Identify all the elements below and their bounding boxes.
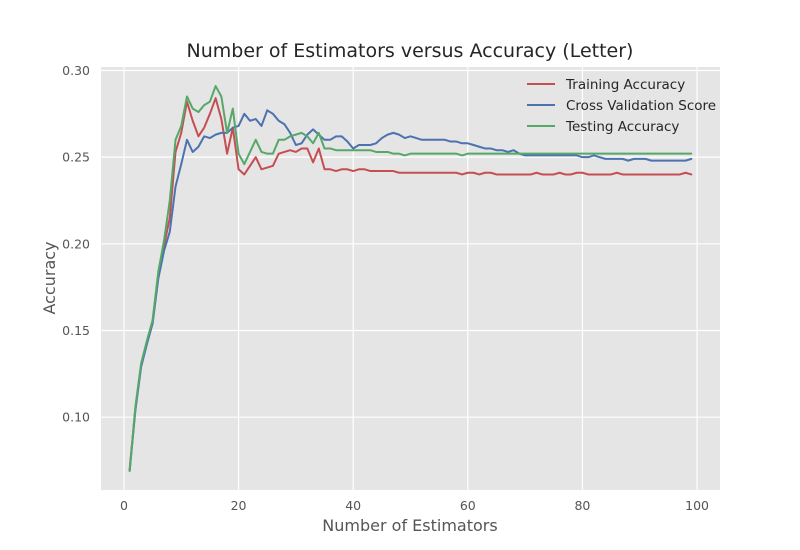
y-tick-label: 0.20 xyxy=(62,236,90,251)
grid-lines xyxy=(101,67,720,490)
x-tick-labels: 0 20 40 60 80 100 xyxy=(120,498,709,513)
legend-label-training: Training Accuracy xyxy=(565,77,685,93)
series-line-training xyxy=(128,97,693,471)
y-tick-labels: 0.10 0.15 0.20 0.25 0.30 xyxy=(62,63,90,425)
x-tick-label: 40 xyxy=(345,498,361,513)
x-tick-label: 20 xyxy=(231,498,247,513)
chart-title: Number of Estimators versus Accuracy (Le… xyxy=(187,40,634,62)
series-line-testing xyxy=(128,85,693,472)
y-tick-label: 0.15 xyxy=(62,323,90,338)
y-tick-label: 0.25 xyxy=(62,150,90,165)
series-line-cv xyxy=(128,109,693,472)
y-tick-label: 0.10 xyxy=(62,410,90,425)
legend-label-cv: Cross Validation Score xyxy=(566,98,716,114)
x-tick-label: 60 xyxy=(460,498,476,513)
legend-label-testing: Testing Accuracy xyxy=(565,119,679,135)
x-tick-label: 100 xyxy=(685,498,709,513)
y-tick-label: 0.30 xyxy=(62,63,90,78)
x-tick-label: 0 xyxy=(120,498,128,513)
x-tick-label: 80 xyxy=(574,498,590,513)
x-axis-label: Number of Estimators xyxy=(322,516,497,535)
y-axis-label: Accuracy xyxy=(40,241,59,314)
series-lines xyxy=(128,85,693,472)
legend: Training Accuracy Cross Validation Score… xyxy=(527,77,716,135)
